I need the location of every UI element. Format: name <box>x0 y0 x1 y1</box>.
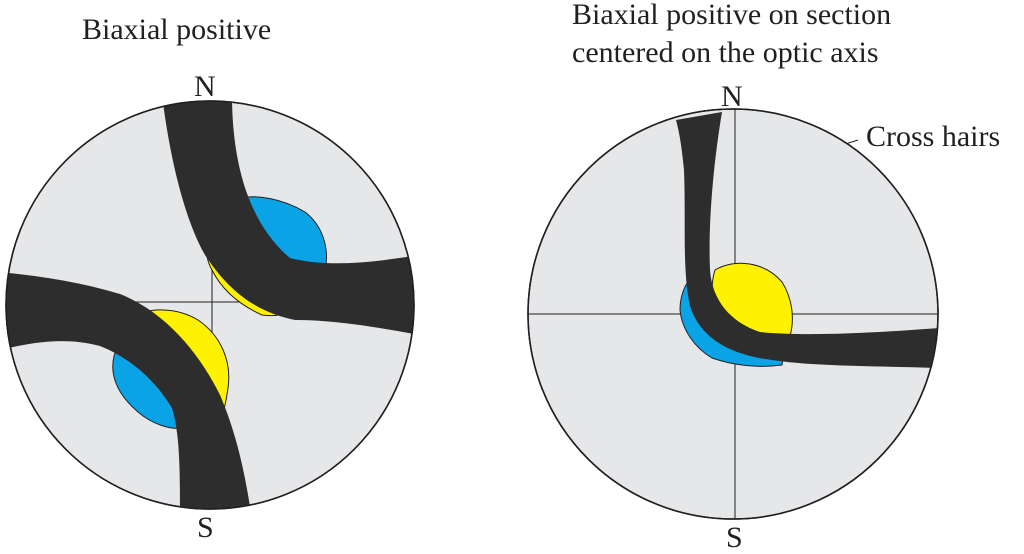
right-figure-title-line1: Biaxial positive on section <box>572 0 891 31</box>
left-north-label: N <box>194 70 216 103</box>
left-interference-figure: Biaxial positive N S <box>5 13 415 544</box>
right-isogyre <box>676 112 938 368</box>
right-interference-figure: Biaxial positive on section centered on … <box>527 0 1000 554</box>
right-field-outline <box>527 108 939 520</box>
right-north-label: N <box>721 80 743 113</box>
right-figure-title-line2: centered on the optic axis <box>572 36 879 69</box>
left-figure-title: Biaxial positive <box>82 13 271 46</box>
right-south-label: S <box>726 521 743 549</box>
left-field-outline <box>5 100 415 510</box>
cross-hairs-annotation: Cross hairs <box>866 120 1000 153</box>
left-south-label: S <box>197 511 214 544</box>
left-lower-isogyre <box>6 272 252 509</box>
left-upper-isogyre <box>162 101 414 335</box>
